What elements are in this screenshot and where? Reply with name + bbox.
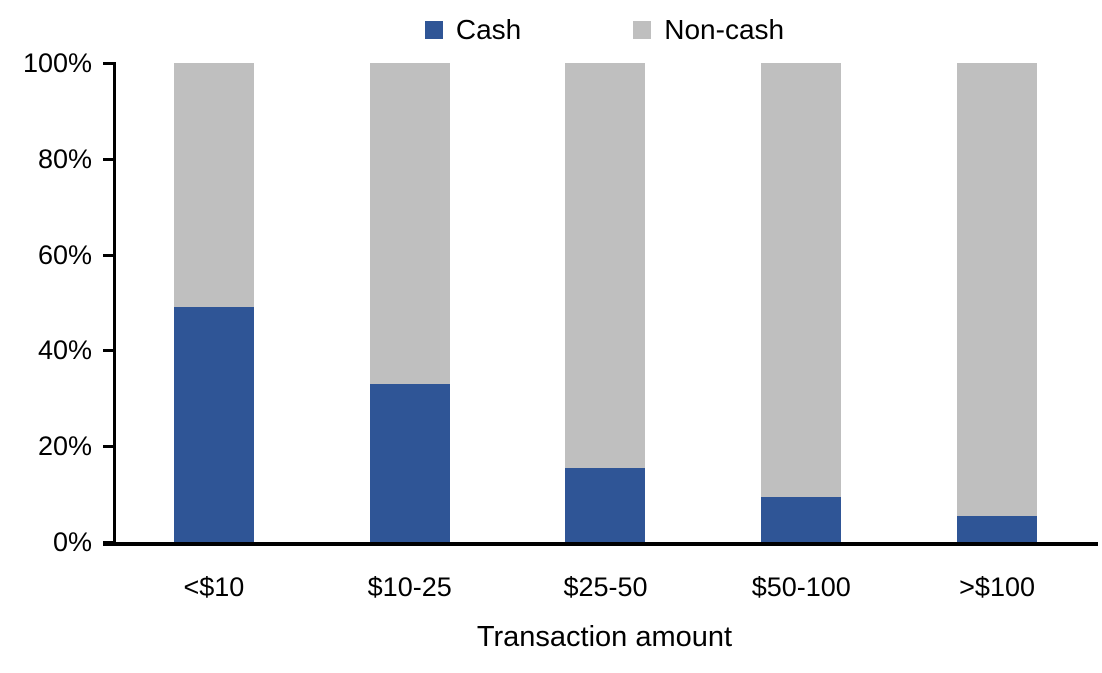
x-tick-label-10: <$10 (183, 572, 245, 602)
y-tick-label: 80% (37, 143, 92, 174)
bar-segment-cash (761, 496, 842, 542)
x-axis-labels: <$10 $10-25 $25-50 $50-100 >$100 (116, 572, 1095, 602)
bar-slot-25-50 (508, 63, 704, 542)
y-tick-label: 40% (37, 335, 92, 366)
x-tick-label-50-100: $50-100 (751, 572, 851, 602)
bar-segment-cash (173, 307, 254, 542)
bar-slot-50-100 (703, 63, 899, 542)
legend-item-cash: Cash (424, 14, 522, 45)
x-tick-label-10-25: $10-25 (367, 572, 452, 602)
legend-item-non-cash: Non-cash (633, 16, 784, 44)
x-axis-title: Transaction amount (476, 621, 733, 653)
legend-swatch-icon (633, 21, 652, 39)
y-tick-label: 20% (37, 431, 92, 462)
bar-segment-cash (565, 467, 646, 542)
y-tick-label: 0% (52, 527, 92, 557)
bar-segment-cash (369, 383, 450, 542)
bar-segment-non-cash (761, 63, 842, 497)
legend: Cash Non-cash (114, 10, 1095, 50)
y-axis-line (113, 62, 116, 546)
bar-slot-10-25 (312, 63, 508, 542)
y-tick-label: 100% (22, 48, 92, 78)
bar-segment-non-cash (173, 63, 254, 308)
y-tick (103, 445, 114, 449)
x-axis-line (103, 542, 1098, 546)
y-tick (103, 62, 114, 65)
y-tick (103, 349, 114, 353)
y-tick-label: 60% (37, 239, 92, 270)
legend-swatch-icon (424, 21, 443, 39)
y-tick (103, 157, 114, 161)
legend-item-label: Non-cash (664, 14, 785, 45)
bars-container (116, 63, 1095, 542)
bar-segment-non-cash (565, 63, 646, 468)
bar-segment-non-cash (369, 63, 450, 384)
legend-item-label: Cash (455, 14, 522, 45)
bar-segment-non-cash (957, 63, 1038, 516)
x-tick-label-25-50: $25-50 (563, 572, 648, 602)
bar-segment-cash (957, 515, 1038, 542)
bar-slot-10 (116, 63, 312, 542)
bar-slot-100 (899, 63, 1095, 542)
x-tick-label-100: >$100 (959, 572, 1035, 602)
y-tick (103, 253, 114, 257)
